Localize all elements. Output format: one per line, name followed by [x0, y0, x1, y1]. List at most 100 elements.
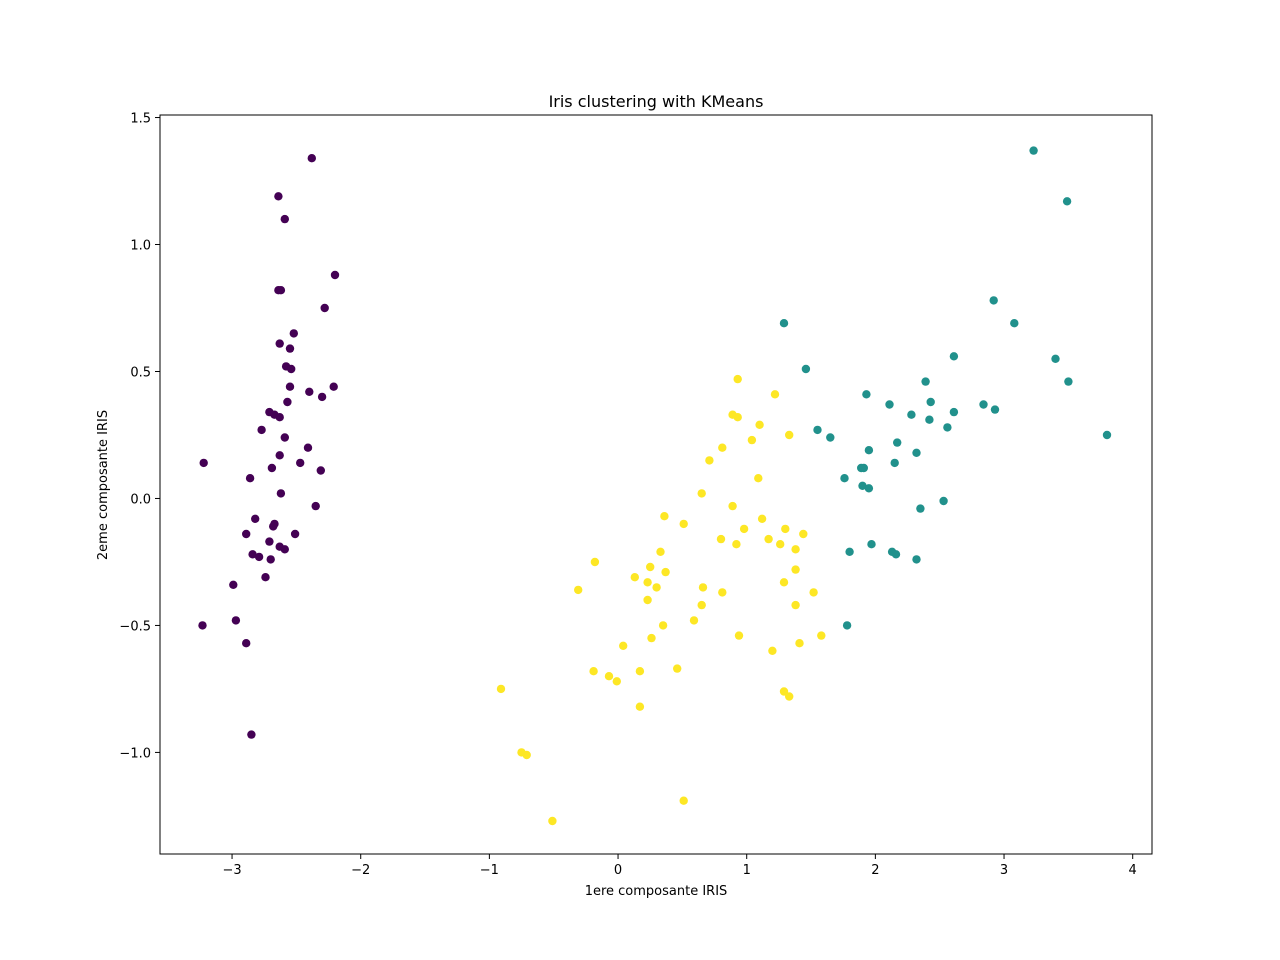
- point-cluster-1-27: [857, 463, 866, 473]
- point-cluster-1-37: [912, 555, 921, 564]
- point-cluster-2-14: [679, 519, 688, 529]
- point-cluster-1-25: [890, 458, 899, 468]
- point-cluster-2-47: [673, 664, 682, 673]
- point-cluster-0-38: [280, 545, 289, 554]
- point-cluster-1-29: [858, 481, 867, 490]
- point-cluster-1-15: [949, 407, 959, 417]
- point-cluster-2-37: [697, 600, 706, 610]
- point-cluster-1-8: [921, 377, 930, 386]
- point-cluster-2-40: [658, 621, 668, 630]
- point-cluster-2-6: [747, 435, 757, 445]
- point-cluster-2-13: [757, 514, 767, 523]
- point-cluster-1-20: [1102, 430, 1112, 440]
- point-cluster-2-57: [522, 750, 531, 760]
- point-cluster-2-5: [785, 430, 794, 440]
- point-cluster-2-29: [779, 578, 789, 587]
- point-cluster-2-24: [590, 557, 600, 567]
- point-cluster-1-6: [1051, 354, 1060, 363]
- point-cluster-1-36: [891, 550, 901, 559]
- data-points: [198, 146, 1112, 826]
- point-cluster-0-3: [330, 270, 340, 280]
- y-axis-label: 2eme composante IRIS: [96, 410, 111, 560]
- point-cluster-2-12: [660, 512, 669, 521]
- y-tick-label: −0.5: [119, 619, 151, 634]
- x-tick-label: 3: [1000, 863, 1008, 878]
- point-cluster-1-21: [826, 433, 835, 442]
- point-cluster-0-36: [265, 537, 274, 546]
- point-cluster-2-33: [574, 585, 583, 595]
- point-cluster-1-13: [979, 400, 988, 409]
- point-cluster-1-12: [885, 400, 894, 409]
- point-cluster-0-24: [199, 458, 208, 468]
- point-cluster-0-0: [307, 154, 316, 163]
- point-cluster-2-59: [548, 816, 557, 826]
- x-tick-label: 2: [871, 863, 879, 878]
- y-tick-label: 0.5: [130, 365, 151, 380]
- point-cluster-0-41: [266, 555, 275, 564]
- point-cluster-2-42: [734, 631, 744, 640]
- point-cluster-2-11: [728, 501, 737, 511]
- point-cluster-0-5: [276, 286, 286, 295]
- point-cluster-0-47: [247, 730, 256, 739]
- point-cluster-0-33: [269, 522, 278, 531]
- point-cluster-0-28: [245, 474, 255, 483]
- point-cluster-2-32: [698, 583, 708, 592]
- point-cluster-2-27: [661, 567, 670, 577]
- point-cluster-0-23: [275, 451, 284, 460]
- point-cluster-2-43: [647, 633, 656, 643]
- point-cluster-1-1: [1062, 197, 1072, 206]
- point-cluster-0-14: [305, 387, 314, 396]
- point-cluster-1-14: [990, 405, 1000, 414]
- point-cluster-2-38: [791, 600, 800, 610]
- point-cluster-2-15: [781, 524, 790, 534]
- point-cluster-2-7: [718, 443, 727, 452]
- point-cluster-1-22: [893, 438, 902, 447]
- x-axis: −3 −2 −1 0 1 2 3 4: [222, 854, 1137, 878]
- x-tick-label: 1: [743, 863, 751, 878]
- point-cluster-1-33: [867, 540, 876, 549]
- point-cluster-0-1: [274, 192, 283, 201]
- point-cluster-0-34: [242, 529, 251, 539]
- point-cluster-1-2: [989, 296, 998, 305]
- point-cluster-0-22: [303, 443, 313, 452]
- point-cluster-1-30: [864, 484, 874, 493]
- point-cluster-1-31: [939, 496, 948, 506]
- point-cluster-1-9: [1064, 377, 1073, 386]
- point-cluster-0-44: [231, 616, 241, 625]
- point-cluster-1-0: [1029, 146, 1038, 155]
- point-cluster-2-54: [785, 692, 794, 701]
- point-cluster-2-30: [643, 578, 652, 587]
- point-cluster-0-15: [317, 392, 327, 402]
- point-cluster-2-22: [791, 545, 800, 554]
- point-cluster-2-50: [604, 672, 614, 681]
- point-cluster-0-16: [283, 397, 292, 407]
- point-cluster-0-31: [251, 514, 260, 523]
- y-tick-label: 0.0: [130, 492, 151, 507]
- point-cluster-2-51: [612, 677, 621, 686]
- point-cluster-0-42: [261, 573, 270, 582]
- point-cluster-1-3: [779, 319, 789, 328]
- point-cluster-2-34: [718, 588, 727, 597]
- x-axis-label: 1ere composante IRIS: [585, 884, 728, 899]
- point-cluster-1-32: [916, 504, 925, 513]
- point-cluster-2-41: [817, 631, 826, 640]
- y-tick-label: −1.0: [119, 746, 151, 761]
- point-cluster-2-9: [754, 474, 763, 483]
- point-cluster-0-39: [248, 550, 257, 559]
- y-axis: −1.0 −0.5 0.0 0.5 1.0 1.5: [119, 112, 160, 761]
- x-tick-label: 4: [1129, 863, 1137, 878]
- plot-frame: [159, 114, 1153, 855]
- point-cluster-2-55: [635, 702, 645, 711]
- point-cluster-2-52: [496, 684, 506, 694]
- point-cluster-1-28: [840, 474, 849, 483]
- point-cluster-1-38: [842, 621, 852, 630]
- point-cluster-2-49: [635, 667, 645, 676]
- point-cluster-1-17: [925, 415, 934, 424]
- point-cluster-2-20: [776, 540, 785, 549]
- point-cluster-2-3: [733, 413, 742, 422]
- point-cluster-0-26: [267, 463, 277, 473]
- point-cluster-0-29: [276, 489, 286, 498]
- point-cluster-2-8: [705, 456, 714, 465]
